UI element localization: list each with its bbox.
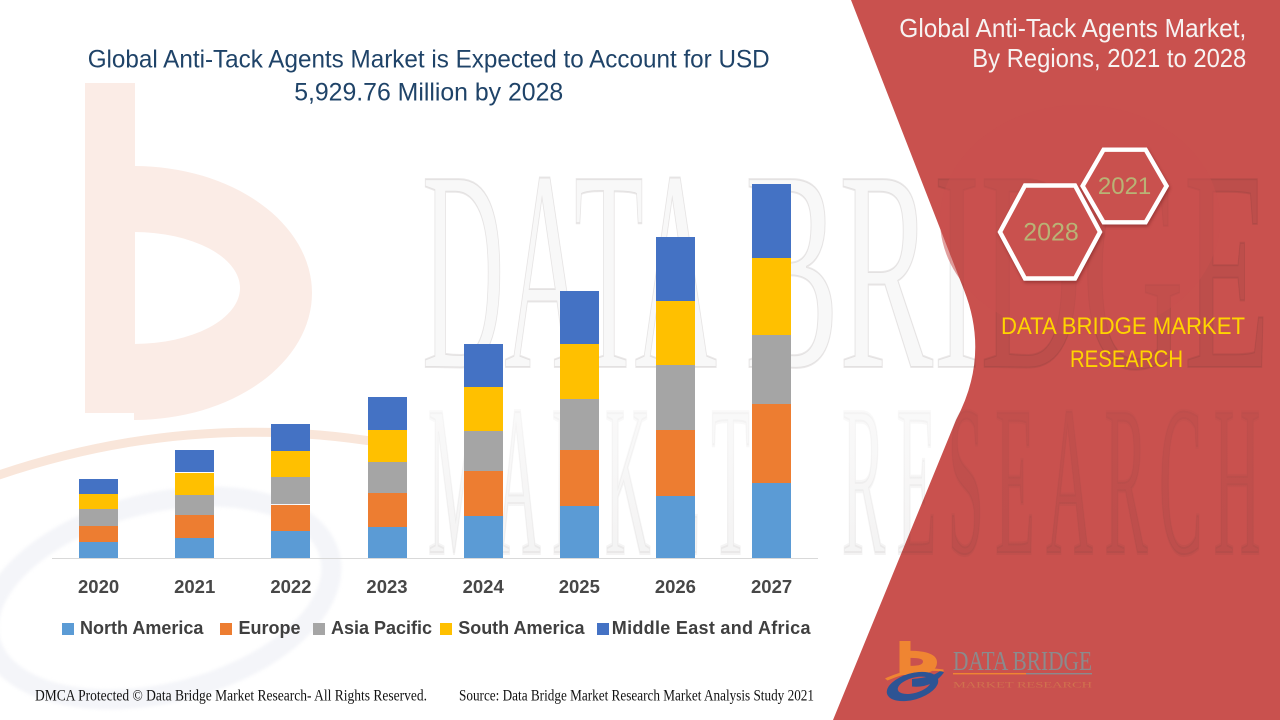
svg-text:RESEARCH: RESEARCH	[842, 361, 1272, 600]
svg-text:RESEARCH: RESEARCH	[1070, 346, 1183, 373]
svg-text:Source: Data Bridge Market Res: Source: Data Bridge Market Research Mark…	[459, 687, 814, 704]
svg-text:2021: 2021	[1098, 173, 1151, 200]
svg-text:DMCA Protected © Data Bridge M: DMCA Protected © Data Bridge Market Rese…	[35, 687, 427, 704]
svg-text:Global Anti-Tack Agents Market: Global Anti-Tack Agents Market,	[899, 13, 1246, 43]
svg-text:DATA BRIDGE MARKET: DATA BRIDGE MARKET	[1001, 313, 1245, 340]
svg-text:By Regions, 2021 to 2028: By Regions, 2021 to 2028	[972, 43, 1246, 73]
svg-text:DATA BRIDGE: DATA BRIDGE	[953, 646, 1092, 676]
svg-text:2028: 2028	[1023, 219, 1079, 247]
svg-text:MARKET RESEARCH: MARKET RESEARCH	[953, 681, 1092, 690]
svg-text:5,929.76 Million by 2028: 5,929.76 Million by 2028	[294, 79, 563, 107]
svg-text:Global Anti-Tack Agents Market: Global Anti-Tack Agents Market is Expect…	[88, 46, 770, 74]
